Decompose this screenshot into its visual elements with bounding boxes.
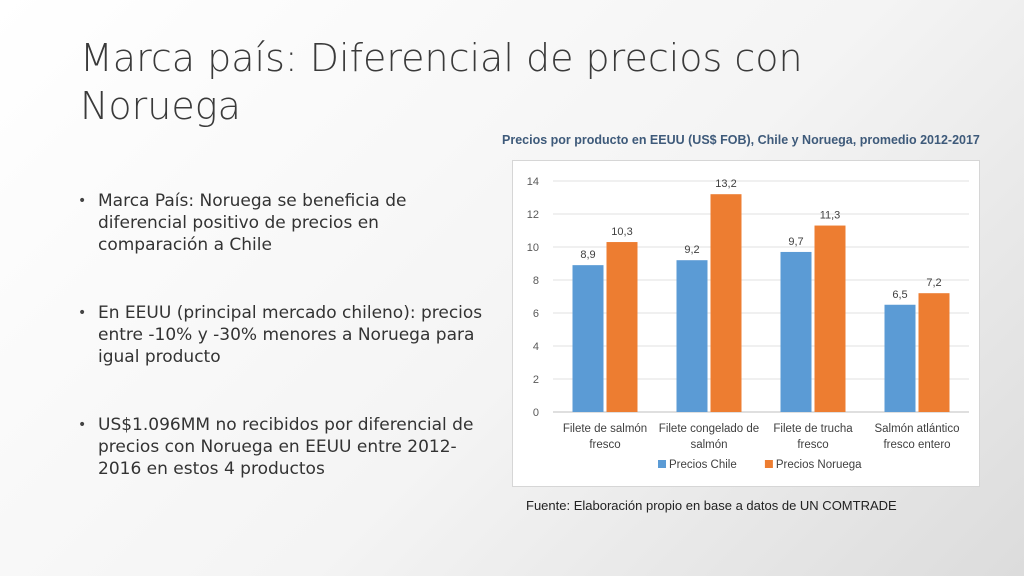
y-tick-label: 10 bbox=[527, 242, 539, 254]
data-label: 9,7 bbox=[788, 236, 803, 248]
x-tick-label: fresco bbox=[589, 439, 620, 451]
bullet-item: • En EEUU (principal mercado chileno): pr… bbox=[72, 302, 492, 368]
bar bbox=[710, 194, 742, 412]
chart-area: 0 2 4 6 8 10 12 14 8,9 10,3 Filete de salmón fresco… bbox=[512, 160, 980, 487]
legend-label: Precios Chile bbox=[669, 459, 737, 471]
y-tick-label: 6 bbox=[533, 308, 539, 320]
bullet-text: En EEUU (principal mercado chileno): pre… bbox=[98, 303, 483, 367]
x-tick-label: Filete de trucha bbox=[773, 423, 853, 435]
x-tick-label: Salmón atlántico bbox=[874, 423, 959, 435]
y-tick-label: 8 bbox=[533, 275, 539, 287]
bullet-text: Marca País: Noruega se beneficia de dife… bbox=[98, 191, 407, 255]
x-tick-label: Filete congelado de bbox=[659, 423, 759, 435]
legend-swatch bbox=[764, 460, 773, 468]
bullet-text: US$1.096MM no recibidos por diferencial … bbox=[98, 415, 474, 479]
legend-swatch bbox=[658, 460, 666, 468]
data-label: 11,3 bbox=[820, 210, 841, 222]
chart-title: Precios por producto en EEUU (US$ FOB), … bbox=[502, 133, 980, 147]
bullet-item: • US$1.096MM no recibidos por diferencial… bbox=[72, 414, 492, 480]
y-tick-label: 0 bbox=[533, 407, 539, 419]
source-note: Fuente: Elaboración propio en base a dat… bbox=[526, 498, 897, 513]
bullet-icon: • bbox=[78, 305, 87, 321]
y-tick-label: 14 bbox=[527, 176, 539, 188]
bullet-icon: • bbox=[78, 417, 87, 433]
bar bbox=[918, 293, 950, 412]
data-label: 8,9 bbox=[580, 249, 595, 261]
bar-chart: 0 2 4 6 8 10 12 14 8,9 10,3 Filete de salmón fresco… bbox=[527, 176, 969, 471]
y-tick-label: 12 bbox=[527, 209, 539, 221]
slide-title: Marca país: Diferencial de precios con N… bbox=[80, 36, 803, 128]
data-label: 10,3 bbox=[611, 226, 632, 238]
x-tick-label: fresco entero bbox=[883, 439, 950, 451]
bar bbox=[572, 265, 604, 412]
data-label: 9,2 bbox=[684, 244, 699, 256]
bullet-list: • Marca País: Noruega se beneficia de dif… bbox=[72, 190, 492, 526]
bar bbox=[676, 260, 708, 412]
bar bbox=[814, 225, 846, 412]
data-label: 13,2 bbox=[715, 178, 736, 190]
bar bbox=[606, 242, 638, 412]
data-label: 7,2 bbox=[926, 277, 941, 289]
bullet-icon: • bbox=[78, 193, 87, 209]
legend-label: Precios Noruega bbox=[776, 459, 862, 471]
y-tick-label: 2 bbox=[533, 374, 539, 386]
x-tick-label: fresco bbox=[797, 439, 828, 451]
data-label: 6,5 bbox=[892, 289, 907, 301]
x-tick-label: Filete de salmón bbox=[563, 423, 647, 435]
bar bbox=[884, 304, 916, 412]
bullet-item: • Marca País: Noruega se beneficia de dif… bbox=[72, 190, 492, 256]
bar bbox=[780, 251, 812, 412]
x-tick-label: salmón bbox=[690, 439, 727, 451]
y-tick-label: 4 bbox=[533, 341, 539, 353]
